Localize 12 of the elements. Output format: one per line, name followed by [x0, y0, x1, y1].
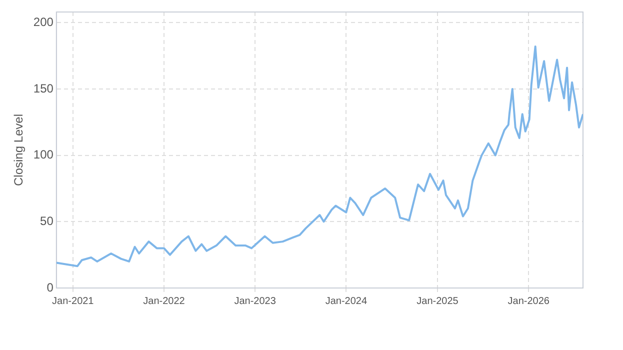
y-tick-label: 150: [33, 81, 54, 96]
x-tick-label: Jan-2025: [416, 296, 459, 307]
y-tick-label: 50: [40, 214, 54, 228]
x-tick-label: Jan-2022: [143, 296, 186, 307]
y-axis-title: Closing Level: [12, 114, 26, 186]
x-tick-label: Jan-2024: [325, 296, 368, 307]
y-tick-label: 200: [33, 14, 54, 29]
x-tick-label: Jan-2026: [508, 296, 550, 307]
y-tick-label: 100: [33, 148, 54, 162]
x-tick-label: Jan-2021: [52, 296, 94, 307]
y-tick-label: 0: [46, 280, 54, 294]
x-tick-label: Jan-2023: [234, 296, 276, 307]
